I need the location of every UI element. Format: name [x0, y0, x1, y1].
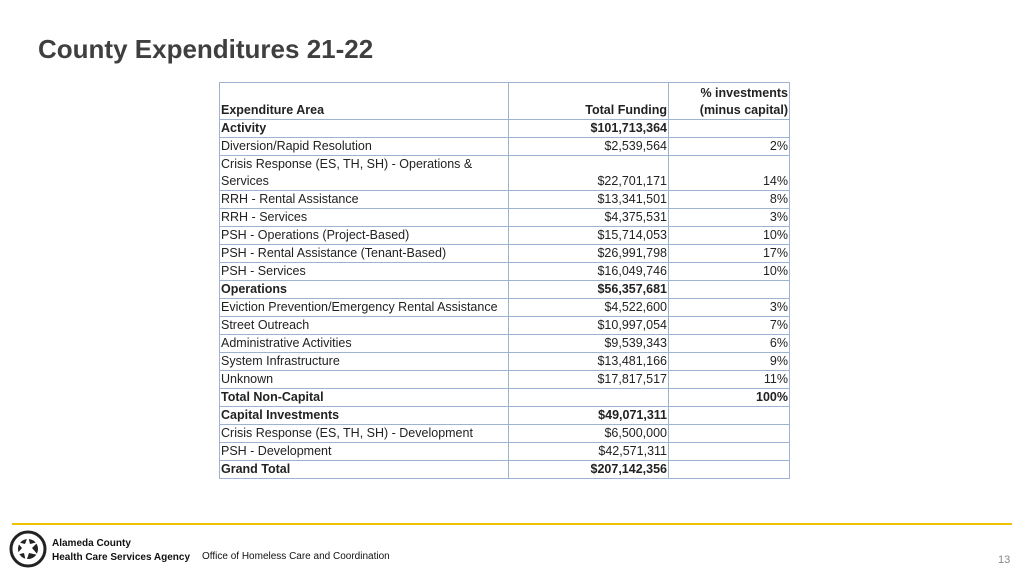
percent-cell: 10% — [668, 226, 790, 245]
area-cell: Unknown — [219, 370, 509, 389]
table-row: PSH - Operations (Project-Based) $15,714,… — [219, 226, 790, 245]
funding-cell: $9,539,343 — [508, 334, 669, 353]
percent-cell: 6% — [668, 334, 790, 353]
funding-cell: $26,991,798 — [508, 244, 669, 263]
area-cell: Operations — [219, 280, 509, 299]
percent-cell — [668, 280, 790, 299]
percent-cell: 7% — [668, 316, 790, 335]
table-row: Unknown $17,817,517 11% — [219, 370, 790, 389]
area-cell: PSH - Services — [219, 262, 509, 281]
table-row: Activity $101,713,364 — [219, 119, 790, 138]
table-row: Crisis Response (ES, TH, SH) - Operation… — [219, 155, 790, 191]
agency-logo — [9, 530, 47, 568]
table-row: Street Outreach $10,997,054 7% — [219, 316, 790, 335]
funding-cell: $16,049,746 — [508, 262, 669, 281]
funding-cell: $4,522,600 — [508, 298, 669, 317]
table-row: PSH - Services $16,049,746 10% — [219, 262, 790, 281]
expenditure-table: Expenditure Area Total Funding% investmen… — [219, 82, 790, 479]
table-row: Capital Investments $49,071,311 — [219, 406, 790, 425]
funding-cell: $10,997,054 — [508, 316, 669, 335]
table-row: Diversion/Rapid Resolution $2,539,564 2% — [219, 137, 790, 156]
area-cell: Diversion/Rapid Resolution — [219, 137, 509, 156]
funding-cell: $207,142,356 — [508, 460, 669, 479]
percent-cell — [668, 119, 790, 138]
area-cell: PSH - Operations (Project-Based) — [219, 226, 509, 245]
area-cell: Eviction Prevention/Emergency Rental Ass… — [219, 298, 509, 317]
funding-cell: $17,817,517 — [508, 370, 669, 389]
area-cell: Total Non-Capital — [219, 388, 509, 407]
header-cell: % investments (minus capital) — [668, 82, 790, 120]
area-cell: RRH - Rental Assistance — [219, 190, 509, 209]
funding-cell: $56,357,681 — [508, 280, 669, 299]
area-cell: PSH - Rental Assistance (Tenant-Based) — [219, 244, 509, 263]
table-row: RRH - Services $4,375,531 3% — [219, 208, 790, 227]
funding-cell: $22,701,171 — [508, 155, 669, 191]
area-cell: Capital Investments — [219, 406, 509, 425]
agency-line: Health Care Services Agency — [52, 552, 191, 563]
funding-cell: $42,571,311 — [508, 442, 669, 461]
office-name: Office of Homeless Care and Coordination — [202, 551, 390, 562]
table-row: RRH - Rental Assistance $13,341,501 8% — [219, 190, 790, 209]
area-cell: PSH - Development — [219, 442, 509, 461]
header-cell: Total Funding — [508, 82, 669, 120]
percent-cell: 3% — [668, 208, 790, 227]
page-number: 13 — [998, 554, 1011, 566]
area-cell: RRH - Services — [219, 208, 509, 227]
table-row: PSH - Rental Assistance (Tenant-Based) $2… — [219, 244, 790, 263]
percent-cell — [668, 406, 790, 425]
percent-cell: 10% — [668, 262, 790, 281]
funding-cell: $13,481,166 — [508, 352, 669, 371]
funding-cell: $6,500,000 — [508, 424, 669, 443]
header-cell: Expenditure Area — [219, 82, 509, 120]
area-cell: Grand Total — [219, 460, 509, 479]
funding-cell: $49,071,311 — [508, 406, 669, 425]
percent-cell: 2% — [668, 137, 790, 156]
percent-cell: 8% — [668, 190, 790, 209]
percent-cell — [668, 424, 790, 443]
table-row: Crisis Response (ES, TH, SH) - Developme… — [219, 424, 790, 443]
area-cell: Crisis Response (ES, TH, SH) - Operation… — [219, 155, 509, 191]
table-row: Grand Total $207,142,356 — [219, 460, 790, 479]
funding-cell: $15,714,053 — [508, 226, 669, 245]
funding-cell — [508, 388, 669, 407]
area-cell: Crisis Response (ES, TH, SH) - Developme… — [219, 424, 509, 443]
area-cell: Street Outreach — [219, 316, 509, 335]
percent-cell: 3% — [668, 298, 790, 317]
percent-cell: 11% — [668, 370, 790, 389]
table-row: PSH - Development $42,571,311 — [219, 442, 790, 461]
area-cell: Activity — [219, 119, 509, 138]
area-cell: System Infrastructure — [219, 352, 509, 371]
table-row: Operations $56,357,681 — [219, 280, 790, 299]
funding-cell: $2,539,564 — [508, 137, 669, 156]
agency-name: Alameda County Health Care Services Agen… — [52, 537, 190, 565]
table-row: Administrative Activities $9,539,343 6% — [219, 334, 790, 353]
percent-cell — [668, 442, 790, 461]
funding-cell: $13,341,501 — [508, 190, 669, 209]
table-row: System Infrastructure $13,481,166 9% — [219, 352, 790, 371]
agency-line: Alameda County — [52, 538, 131, 549]
table-row: Total Non-Capital 100% — [219, 388, 790, 407]
area-cell: Administrative Activities — [219, 334, 509, 353]
footer-rule — [12, 523, 1012, 525]
slide-title: County Expenditures 21-22 — [38, 34, 374, 64]
percent-cell — [668, 460, 790, 479]
percent-cell: 17% — [668, 244, 790, 263]
percent-cell: 14% — [668, 155, 790, 191]
percent-cell: 9% — [668, 352, 790, 371]
header-row: Expenditure Area Total Funding% investmen… — [219, 82, 790, 120]
funding-cell: $101,713,364 — [508, 119, 669, 138]
funding-cell: $4,375,531 — [508, 208, 669, 227]
table-row: Eviction Prevention/Emergency Rental Ass… — [219, 298, 790, 317]
percent-cell: 100% — [668, 388, 790, 407]
